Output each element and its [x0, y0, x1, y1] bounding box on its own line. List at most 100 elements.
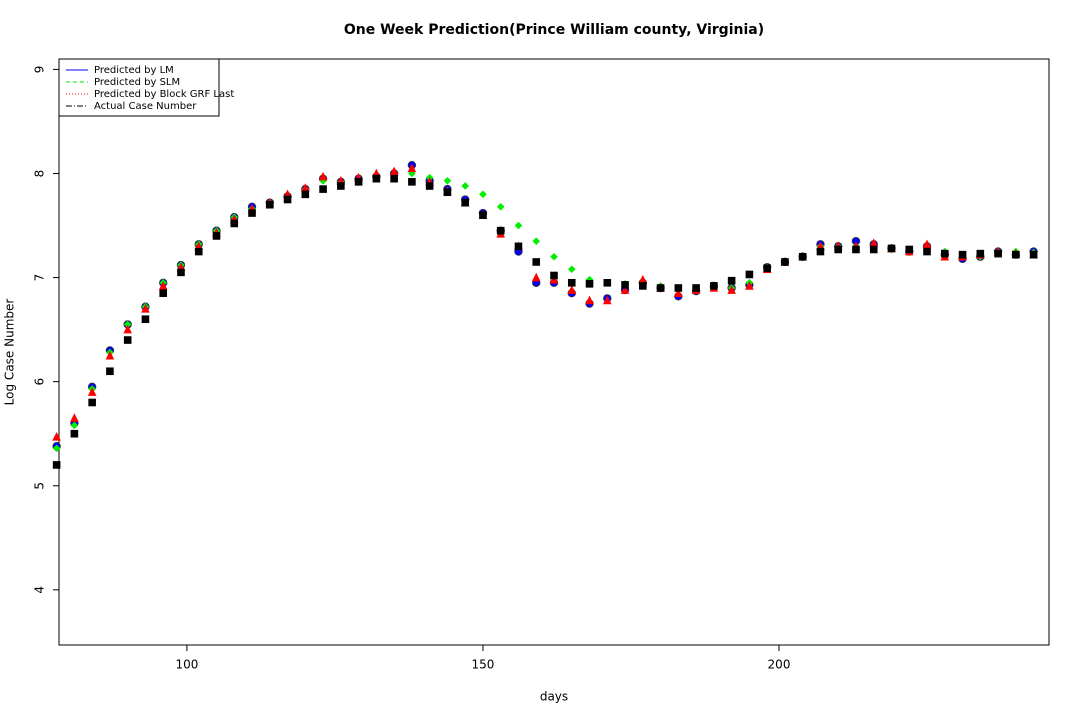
point	[408, 178, 416, 186]
point	[70, 421, 79, 430]
point	[656, 284, 665, 292]
point	[798, 252, 807, 261]
point	[674, 288, 683, 297]
x-tick-label: 100	[175, 658, 198, 672]
point	[461, 198, 469, 207]
point	[194, 247, 203, 256]
plot-frame	[58, 58, 1050, 646]
point	[514, 221, 523, 230]
x-tick-label: 200	[768, 658, 791, 672]
point	[763, 264, 771, 273]
point	[922, 239, 932, 249]
point	[372, 174, 381, 183]
x-axis-label: days	[540, 690, 568, 704]
legend-label: Predicted by SLM	[94, 77, 180, 88]
point	[230, 219, 239, 228]
y-tick-label: 6	[33, 378, 47, 386]
point	[567, 278, 576, 287]
point	[123, 324, 132, 334]
point	[976, 249, 985, 258]
point	[283, 195, 292, 204]
point	[620, 285, 630, 294]
point	[994, 249, 1002, 258]
point	[408, 169, 416, 178]
point	[159, 289, 168, 297]
point	[550, 252, 558, 261]
point	[585, 295, 594, 305]
point	[710, 282, 718, 290]
point	[852, 245, 860, 254]
point	[301, 183, 310, 192]
point	[248, 209, 256, 217]
point	[532, 258, 541, 266]
point	[1029, 250, 1038, 259]
point	[940, 249, 949, 258]
point	[567, 265, 576, 274]
point	[496, 226, 505, 235]
point	[389, 166, 399, 176]
x-tick-label: 150	[471, 658, 494, 672]
point	[745, 270, 754, 279]
point	[602, 295, 612, 305]
point	[887, 244, 896, 253]
point	[123, 320, 132, 329]
point	[212, 232, 221, 240]
point	[52, 444, 61, 453]
point	[958, 250, 967, 259]
point	[869, 238, 879, 248]
point	[639, 282, 647, 290]
point	[727, 276, 736, 285]
chart-title: One Week Prediction(Prince William count…	[344, 22, 764, 38]
y-axis-label: Log Case Number	[3, 299, 17, 406]
point	[443, 188, 452, 197]
point	[692, 284, 700, 292]
point	[638, 274, 648, 284]
y-tick-label: 7	[33, 274, 47, 282]
point	[532, 237, 541, 245]
point	[479, 211, 487, 219]
point	[319, 185, 327, 193]
point	[407, 163, 417, 173]
point	[70, 429, 79, 438]
legend-label: Predicted by LM	[94, 65, 174, 76]
point	[301, 190, 310, 199]
point	[158, 281, 168, 290]
point	[70, 413, 79, 422]
point	[550, 271, 558, 280]
point	[265, 200, 274, 209]
point	[479, 190, 487, 199]
point	[621, 281, 629, 289]
point	[88, 398, 96, 407]
point	[177, 268, 185, 277]
point	[52, 432, 61, 441]
point	[745, 281, 754, 290]
point	[585, 280, 594, 288]
point	[674, 284, 683, 292]
point	[781, 258, 789, 266]
point	[531, 272, 541, 282]
legend-label: Predicted by Block GRF Last	[94, 89, 234, 100]
y-tick-label: 9	[33, 66, 47, 74]
point	[461, 182, 469, 190]
point	[337, 182, 345, 190]
y-tick-label: 8	[33, 170, 47, 178]
point	[354, 178, 363, 186]
point	[905, 245, 914, 254]
point	[496, 203, 505, 211]
y-tick-label: 5	[33, 482, 47, 490]
point	[141, 315, 150, 324]
point	[318, 171, 328, 181]
point	[425, 182, 434, 190]
point	[567, 285, 577, 294]
point	[834, 245, 843, 254]
point	[52, 461, 61, 469]
point	[390, 174, 398, 183]
point	[105, 350, 115, 360]
legend-label: Actual Case Number	[94, 101, 197, 112]
point	[727, 285, 736, 294]
point	[123, 336, 132, 344]
point	[87, 387, 97, 396]
point	[443, 176, 452, 185]
